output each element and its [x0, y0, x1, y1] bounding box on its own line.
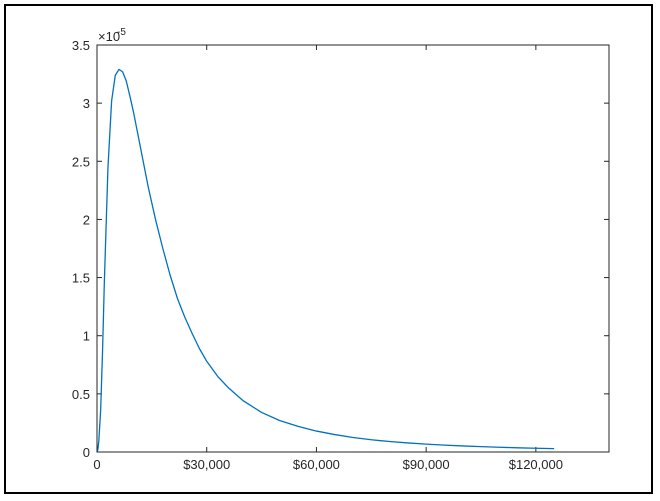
y-tick-label: 3 — [83, 96, 90, 111]
y-tick-label: 3.5 — [72, 38, 90, 53]
y-tick-label: 0.5 — [72, 387, 90, 402]
y-exponent-base: ×10 — [98, 29, 120, 44]
y-exponent-label: ×10 -5 — [98, 27, 126, 44]
y-tick-label: 2 — [83, 212, 90, 227]
x-tick-label: $30,000 — [183, 457, 230, 472]
y-tick-label: 1.5 — [72, 271, 90, 286]
y-tick-label: 2.5 — [72, 154, 90, 169]
x-tick-label: $120,000 — [509, 457, 563, 472]
y-tick-label: 0 — [83, 445, 90, 460]
y-exponent-power: -5 — [117, 27, 126, 38]
figure-frame — [4, 4, 653, 494]
tick-labels: 0 $30,000 $60,000 $90,000 $120,000 0 0.5 1 1.5 2 2… — [72, 38, 563, 472]
axis-ticks — [96, 44, 609, 453]
series-line — [96, 68, 555, 453]
x-tick-label: $90,000 — [403, 457, 450, 472]
y-tick-label: 1 — [83, 329, 90, 344]
x-tick-label: $60,000 — [293, 457, 340, 472]
x-tick-label: 0 — [93, 457, 100, 472]
axes-box — [96, 44, 610, 453]
